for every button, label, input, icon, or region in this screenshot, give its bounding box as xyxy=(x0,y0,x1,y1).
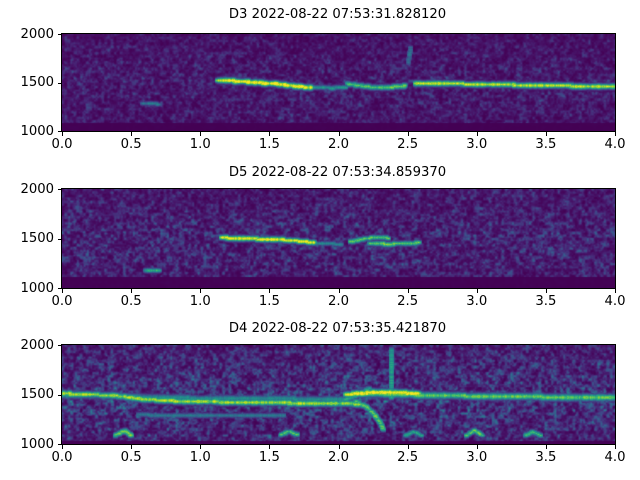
y-tick-label: 1000 xyxy=(20,123,54,139)
x-tick-mark xyxy=(131,132,132,136)
x-tick-label: 1.5 xyxy=(258,450,280,465)
x-tick-mark xyxy=(200,132,201,136)
x-tick-label: 3.0 xyxy=(466,294,488,309)
y-tick-label: 2000 xyxy=(20,337,54,353)
x-tick-mark xyxy=(339,132,340,136)
y-tick-label: 2000 xyxy=(20,26,54,42)
y-tick-label: 2000 xyxy=(20,181,54,197)
y-tick-mark xyxy=(57,189,61,190)
x-tick-label: 0.0 xyxy=(51,294,73,309)
y-tick-mark xyxy=(57,395,61,396)
x-tick-mark xyxy=(477,132,478,136)
x-tick-mark xyxy=(546,132,547,136)
x-tick-mark xyxy=(615,289,616,293)
x-tick-label: 3.0 xyxy=(466,137,488,152)
x-tick-label: 4.0 xyxy=(604,294,626,309)
panel-title: D5 2022-08-22 07:53:34.859370 xyxy=(228,165,447,180)
x-tick-label: 1.0 xyxy=(189,450,211,465)
y-tick-mark xyxy=(57,444,61,445)
x-tick-mark xyxy=(339,289,340,293)
x-tick-mark xyxy=(477,289,478,293)
x-tick-mark xyxy=(408,445,409,449)
spectrogram-image xyxy=(62,34,615,131)
x-tick-label: 1.0 xyxy=(189,294,211,309)
x-tick-mark xyxy=(546,289,547,293)
x-tick-mark xyxy=(62,132,63,136)
x-tick-label: 0.5 xyxy=(120,294,142,309)
x-tick-label: 3.5 xyxy=(535,137,557,152)
y-tick-label: 1000 xyxy=(20,436,54,452)
x-tick-mark xyxy=(200,445,201,449)
y-tick-label: 1500 xyxy=(20,75,54,90)
x-tick-label: 0.5 xyxy=(120,450,142,465)
y-tick-mark xyxy=(57,83,61,84)
x-tick-mark xyxy=(62,289,63,293)
x-tick-label: 4.0 xyxy=(604,450,626,465)
y-tick-label: 1500 xyxy=(20,387,54,402)
x-tick-mark xyxy=(408,289,409,293)
x-tick-mark xyxy=(269,132,270,136)
x-tick-label: 2.5 xyxy=(397,294,419,309)
spectrogram-axes xyxy=(61,188,616,289)
y-tick-label: 1000 xyxy=(20,280,54,296)
spectrogram-axes xyxy=(61,33,616,132)
x-tick-label: 2.5 xyxy=(397,137,419,152)
panel-title: D4 2022-08-22 07:53:35.421870 xyxy=(228,321,447,336)
x-tick-label: 3.5 xyxy=(535,294,557,309)
spectrogram-axes xyxy=(61,344,616,445)
x-tick-label: 2.5 xyxy=(397,450,419,465)
y-tick-label: 1500 xyxy=(20,231,54,246)
x-tick-label: 1.5 xyxy=(258,137,280,152)
x-tick-label: 1.5 xyxy=(258,294,280,309)
x-tick-mark xyxy=(615,132,616,136)
y-tick-mark xyxy=(57,239,61,240)
x-tick-label: 2.0 xyxy=(328,294,349,309)
x-tick-mark xyxy=(200,289,201,293)
x-tick-mark xyxy=(477,445,478,449)
x-tick-label: 2.0 xyxy=(328,450,349,465)
x-tick-mark xyxy=(131,445,132,449)
spectrogram-image xyxy=(62,189,615,288)
x-tick-mark xyxy=(546,445,547,449)
panel-title: D3 2022-08-22 07:53:31.828120 xyxy=(228,7,447,22)
x-tick-mark xyxy=(269,289,270,293)
x-tick-mark xyxy=(269,445,270,449)
y-tick-mark xyxy=(57,34,61,35)
x-tick-label: 0.0 xyxy=(51,450,73,465)
x-tick-mark xyxy=(339,445,340,449)
x-tick-label: 2.0 xyxy=(328,137,349,152)
y-tick-mark xyxy=(57,345,61,346)
y-tick-mark xyxy=(57,288,61,289)
spectrogram-image xyxy=(62,345,615,444)
x-tick-mark xyxy=(408,132,409,136)
y-tick-mark xyxy=(57,131,61,132)
x-tick-mark xyxy=(615,445,616,449)
x-tick-mark xyxy=(131,289,132,293)
x-tick-label: 1.0 xyxy=(189,137,211,152)
x-tick-mark xyxy=(62,445,63,449)
x-tick-label: 3.0 xyxy=(466,450,488,465)
x-tick-label: 4.0 xyxy=(604,137,626,152)
x-tick-label: 3.5 xyxy=(535,450,557,465)
x-tick-label: 0.5 xyxy=(120,137,142,152)
x-tick-label: 0.0 xyxy=(51,137,73,152)
